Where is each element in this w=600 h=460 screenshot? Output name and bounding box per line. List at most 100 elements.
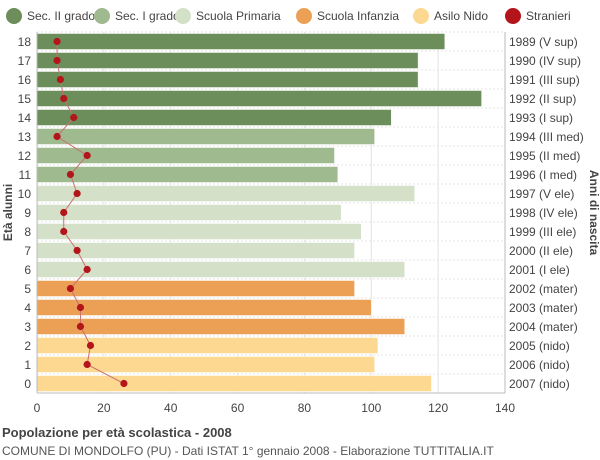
bar: [36, 90, 482, 107]
foreign-point: [53, 37, 61, 46]
bar: [36, 299, 372, 316]
bar: [36, 185, 415, 202]
y-tick-label: 8: [24, 225, 31, 239]
y-axis-label: Età alunni: [1, 184, 15, 241]
foreign-point: [120, 379, 128, 388]
foreign-point: [86, 341, 95, 350]
foreign-point: [60, 208, 68, 217]
chart-title: Popolazione per età scolastica - 2008: [2, 425, 232, 440]
y-tick-label: 15: [18, 92, 32, 106]
chart-subtitle: COMUNE DI MONDOLFO (PU) - Dati ISTAT 1° …: [2, 444, 494, 458]
legend-item: Asilo Nido: [413, 5, 488, 27]
bar: [36, 204, 342, 221]
y-tick-label: 17: [18, 54, 32, 68]
bar: [36, 375, 432, 392]
foreign-point: [53, 56, 61, 65]
y-tick-label-right: 1997 (V ele): [509, 187, 574, 201]
y-axis-label-right: Anni di nascita: [587, 170, 600, 256]
foreign-point: [60, 94, 68, 103]
x-tick-label: 120: [428, 401, 448, 415]
legend-label: Stranieri: [526, 9, 571, 23]
y-tick-label-right: 2003 (mater): [509, 301, 578, 315]
y-tick-label: 3: [24, 320, 31, 334]
foreign-point: [56, 75, 64, 84]
foreign-point: [83, 151, 91, 160]
foreign-point: [76, 303, 85, 312]
legend-item: Scuola Primaria: [175, 5, 281, 27]
legend-swatch: [296, 8, 312, 24]
foreign-point: [60, 227, 68, 236]
legend-item: Sec. I grado: [94, 5, 180, 27]
chart-legend: Sec. II grado Sec. I grado Scuola Primaria…: [0, 5, 600, 27]
bar: [36, 33, 446, 50]
y-tick-label-right: 2002 (mater): [509, 282, 578, 296]
bar: [36, 128, 375, 145]
bar: [36, 223, 362, 240]
x-tick-label: 140: [495, 401, 515, 415]
legend-label: Sec. I grado: [115, 9, 180, 23]
legend-swatch: [94, 8, 110, 24]
bar: [36, 280, 355, 297]
y-tick-label: 9: [24, 206, 31, 220]
foreign-point: [66, 170, 75, 179]
x-tick-label: 60: [231, 401, 245, 415]
y-tick-label: 6: [24, 263, 31, 277]
legend-label: Sec. II grado: [27, 9, 96, 23]
y-tick-label-right: 1998 (IV ele): [509, 206, 578, 220]
y-tick-label: 10: [18, 187, 32, 201]
y-tick-label-right: 2005 (nido): [509, 339, 570, 353]
y-tick-label: 5: [24, 282, 31, 296]
x-tick-label: 20: [97, 401, 111, 415]
y-tick-label: 12: [18, 149, 32, 163]
foreign-point: [76, 322, 85, 331]
foreign-point: [70, 113, 78, 122]
bar: [36, 318, 405, 335]
foreign-point: [73, 189, 81, 198]
bar: [36, 261, 405, 278]
y-tick-label-right: 1996 (I med): [509, 168, 577, 182]
y-tick-label: 11: [19, 168, 32, 182]
bar: [36, 52, 419, 69]
y-tick-label-right: 1995 (II med): [509, 149, 580, 163]
legend-label: Asilo Nido: [434, 9, 489, 23]
legend-item: Scuola Infanzia: [296, 5, 399, 27]
y-tick-label: 18: [18, 35, 32, 49]
foreign-point: [83, 265, 91, 274]
legend-label: Scuola Infanzia: [317, 9, 400, 23]
y-tick-label-right: 1990 (IV sup): [509, 54, 581, 68]
foreign-point: [73, 246, 81, 255]
foreign-point: [83, 360, 91, 369]
y-tick-label-right: 1994 (III med): [509, 130, 584, 144]
y-tick-label: 1: [24, 358, 31, 372]
y-tick-label-right: 2007 (nido): [509, 377, 570, 391]
y-tick-label: 13: [18, 130, 32, 144]
y-tick-label-right: 1999 (III ele): [509, 225, 576, 239]
y-tick-label-right: 1993 (I sup): [509, 111, 573, 125]
y-tick-label: 4: [24, 301, 31, 315]
y-tick-label: 7: [24, 244, 31, 258]
y-tick-label-right: 2001 (I ele): [509, 263, 570, 277]
bar: [36, 71, 419, 88]
bar: [36, 242, 355, 259]
y-tick-label-right: 2004 (mater): [509, 320, 578, 334]
x-tick-label: 40: [164, 401, 178, 415]
bar: [36, 166, 339, 183]
y-tick-label: 16: [18, 73, 32, 87]
x-tick-label: 0: [34, 401, 41, 415]
legend-item: Sec. II grado: [6, 5, 95, 27]
y-tick-label-right: 1989 (V sup): [509, 35, 578, 49]
legend-item: Stranieri: [505, 5, 571, 27]
foreign-point: [66, 284, 75, 293]
legend-swatch: [175, 8, 191, 24]
y-tick-label-right: 2006 (nido): [509, 358, 570, 372]
foreign-point: [53, 132, 61, 141]
legend-swatch: [505, 8, 521, 24]
x-tick-label: 100: [361, 401, 381, 415]
legend-swatch: [413, 8, 429, 24]
bar: [36, 109, 392, 126]
y-tick-label: 14: [18, 111, 32, 125]
y-tick-label-right: 2000 (II ele): [509, 244, 573, 258]
x-tick-label: 80: [298, 401, 312, 415]
legend-swatch: [6, 8, 22, 24]
